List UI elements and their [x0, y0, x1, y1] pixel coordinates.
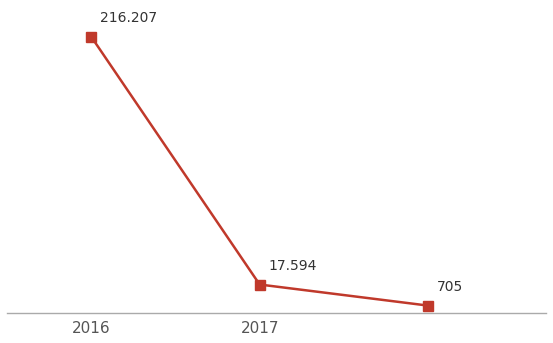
Text: 17.594: 17.594 [268, 259, 316, 273]
Text: 216.207: 216.207 [100, 11, 156, 25]
Text: 705: 705 [436, 280, 463, 294]
